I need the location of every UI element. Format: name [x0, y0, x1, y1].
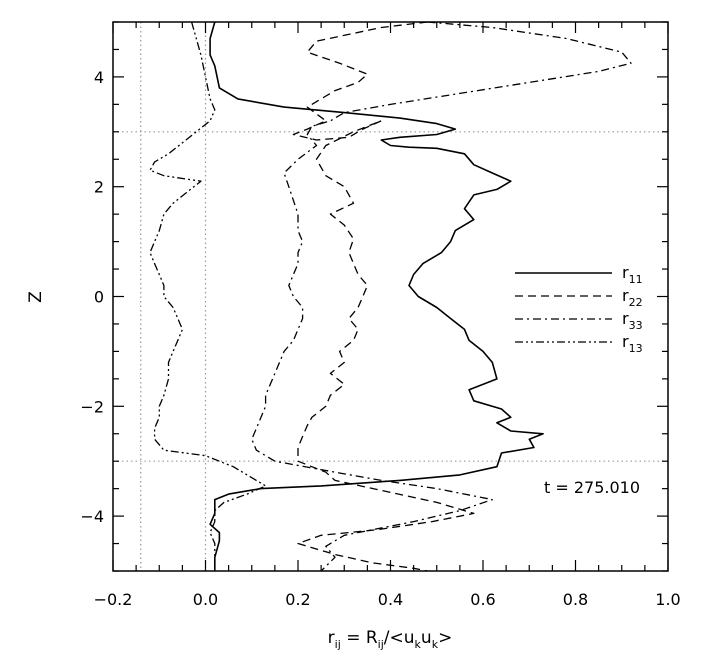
x-tick-label: 0.0	[193, 590, 218, 609]
legend-label-r33: r33	[622, 309, 643, 332]
time-annotation: t = 275.010	[544, 478, 640, 497]
x-axis-title: rij = Rij/<ukuk>	[328, 628, 453, 651]
x-tick-label: −0.2	[94, 590, 133, 609]
x-tick-label: 0.8	[563, 590, 588, 609]
y-tick-label: 4	[94, 68, 104, 87]
y-tick-label: 2	[94, 178, 104, 197]
series-line-r22	[292, 21, 475, 572]
x-tick-label: 0.4	[378, 590, 403, 609]
series-line-r11	[209, 21, 544, 571]
x-tick-label: 0.2	[285, 590, 310, 609]
y-tick-label: 0	[94, 288, 104, 307]
series-line-r13	[149, 21, 267, 571]
legend-label-r22: r22	[622, 286, 643, 309]
series-layer	[149, 21, 632, 572]
y-tick-label: −4	[80, 507, 104, 526]
reference-lines	[113, 22, 668, 571]
y-axis-title: Z	[26, 291, 46, 303]
series-line-r33	[251, 21, 632, 572]
x-tick-label: 0.6	[470, 590, 495, 609]
ticks: −0.2 0.0 0.2 0.4 0.6 0.8 1.0 −4 −2 0 2 4	[80, 21, 681, 609]
legend-label-r11: r11	[622, 263, 643, 286]
y-tick-label: −2	[80, 397, 104, 416]
x-tick-label: 1.0	[655, 590, 680, 609]
legend-label-r13: r13	[622, 332, 643, 355]
